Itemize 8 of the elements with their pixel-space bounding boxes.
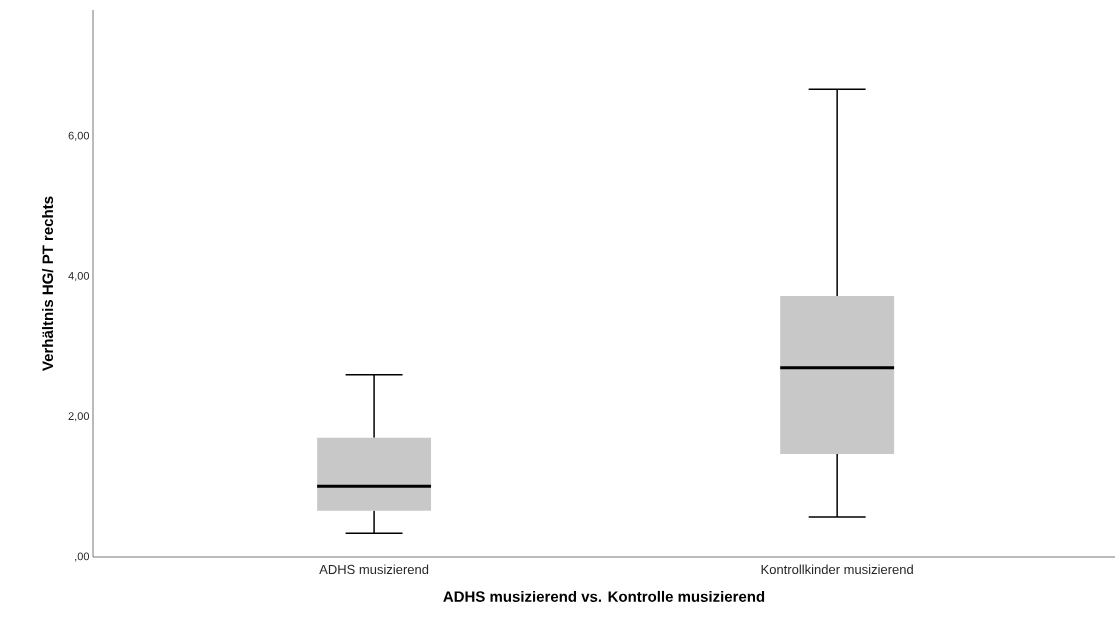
- x-tick-label: ADHS musizierend: [319, 564, 429, 575]
- y-tick-label: 4,00: [68, 271, 90, 282]
- y-tick-label: 6,00: [68, 131, 90, 141]
- y-axis-title: Verhältnis HG/ PT rechts: [42, 196, 54, 371]
- y-tick-label: 2,00: [68, 412, 90, 422]
- x-axis-title: ADHS musizierend vs. Kontrolle musizierend: [443, 590, 765, 602]
- y-tick-label: ,00: [75, 552, 90, 562]
- x-tick-label: Kontrollkinder musizierend: [761, 564, 913, 575]
